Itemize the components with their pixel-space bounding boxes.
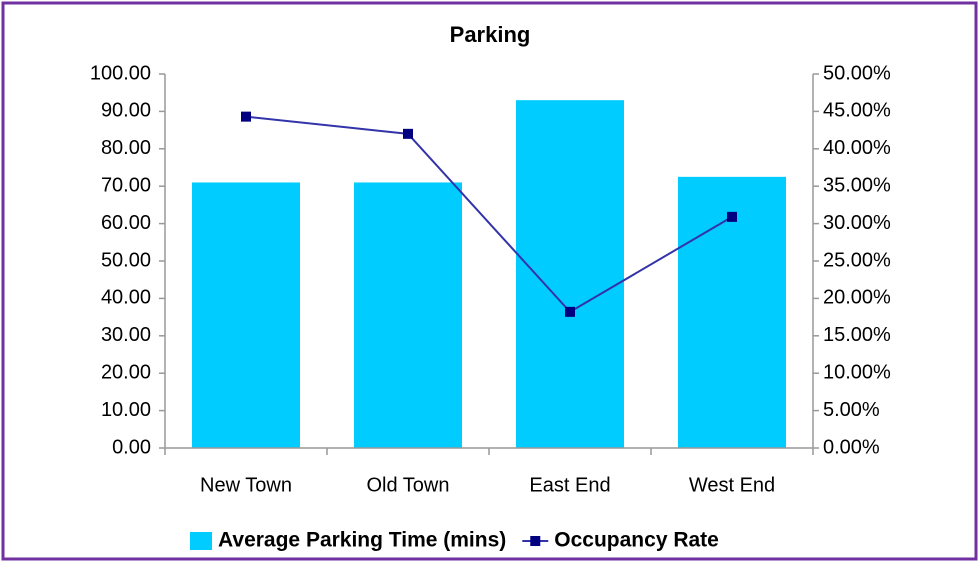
x-tick-label: New Town (200, 474, 292, 496)
marker (565, 306, 575, 317)
y-tick-label: 30.00 (101, 324, 151, 346)
y2-tick-label: 35.00% (823, 174, 891, 196)
x-tick-label: East End (529, 474, 610, 496)
y-tick-label: 50.00 (101, 249, 151, 271)
legend-label: Average Parking Time (mins) (218, 529, 506, 552)
line (245, 115, 733, 314)
y-tick-label: 90.00 (101, 100, 151, 122)
y2-tick-label: 45.00% (823, 100, 891, 122)
bar (678, 176, 786, 448)
y2-tick-label: 10.00% (823, 361, 891, 383)
marker (241, 111, 251, 122)
y2-tick-label: 15.00% (823, 324, 891, 346)
x-tick-label: Old Town (366, 474, 449, 496)
y2-tick-label: 25.00% (823, 249, 891, 271)
y2-tick-label: 5.00% (823, 399, 880, 421)
legend-swatch (190, 532, 212, 550)
y-tick-label: 100.00 (90, 62, 151, 84)
y-tick-label: 40.00 (101, 287, 151, 309)
marker (727, 211, 737, 222)
marker (403, 128, 413, 139)
y2-tick-label: 40.00% (823, 137, 891, 159)
y-tick-label: 10.00 (101, 399, 151, 421)
x-tick-label: West End (689, 474, 775, 496)
y-tick-label: 80.00 (101, 137, 151, 159)
bar (354, 182, 462, 448)
y2-tick-label: 20.00% (823, 287, 891, 309)
bar (516, 100, 624, 449)
y2-tick-label: 50.00% (823, 62, 891, 84)
legend-label: Occupancy Rate (554, 529, 719, 552)
y-tick-label: 0.00 (112, 436, 151, 458)
bar (192, 182, 300, 448)
y-tick-label: 70.00 (101, 174, 151, 196)
chart-title: Parking (450, 22, 531, 47)
y-tick-label: 60.00 (101, 212, 151, 234)
y2-tick-label: 30.00% (823, 212, 891, 234)
y-tick-label: 20.00 (101, 361, 151, 383)
legend-swatch (530, 536, 541, 546)
y2-tick-label: 0.00% (823, 436, 880, 458)
